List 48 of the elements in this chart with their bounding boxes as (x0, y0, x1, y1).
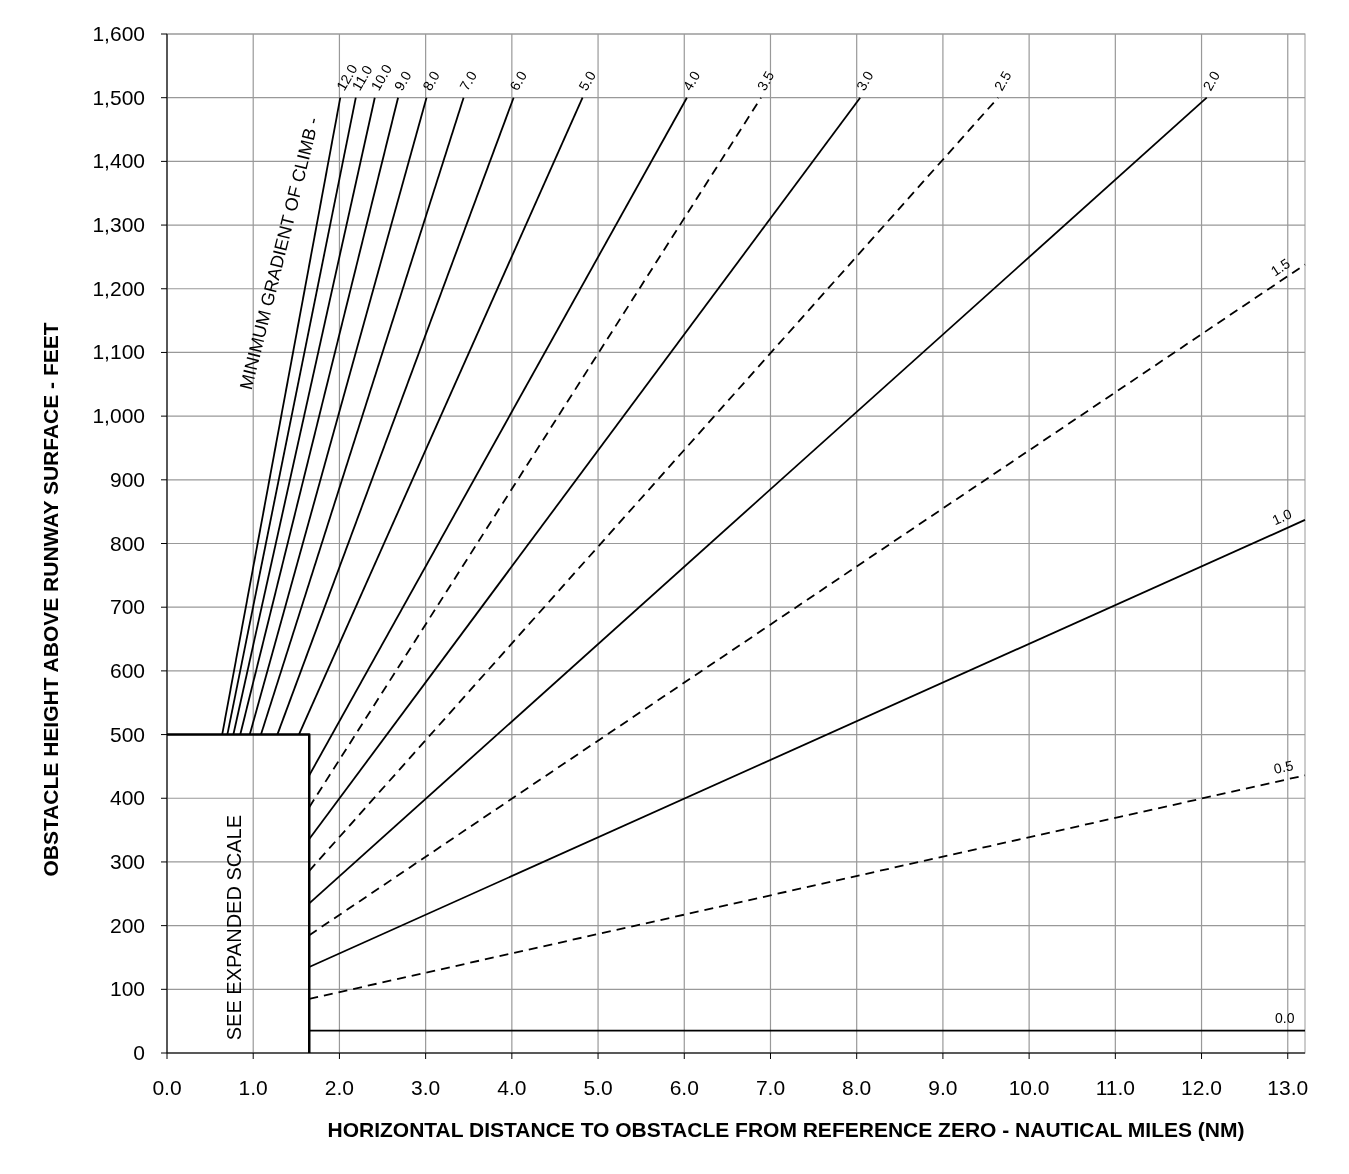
annotation: SEE EXPANDED SCALE (223, 815, 246, 1041)
x-tick-label: 7.0 (755, 1076, 786, 1099)
x-tick-label: 1.0 (238, 1076, 268, 1099)
x-tick-label: 10.0 (1008, 1076, 1050, 1099)
text: 0.5 (1272, 757, 1295, 777)
x-tick-label: 11.0 (1095, 1076, 1135, 1099)
series-label: 0.0 (1275, 1009, 1295, 1026)
text: 9.0 (390, 68, 415, 94)
text: 2.0 (1199, 68, 1224, 94)
y-tick-label: 1,100 (92, 340, 145, 364)
x-tick-label: 3.0 (411, 1076, 441, 1099)
text: 5.0 (575, 68, 599, 94)
y-tick-label: 1,500 (92, 85, 145, 109)
text: 7.0 (456, 68, 481, 94)
y-tick-label: 1,200 (92, 276, 145, 300)
x-tick-label: 13.0 (1267, 1076, 1309, 1099)
y-axis-title: OBSTACLE HEIGHT ABOVE RUNWAY SURFACE - FEET (39, 322, 62, 877)
x-tick-label: 2.0 (324, 1076, 355, 1099)
y-tick-label: 600 (109, 658, 145, 682)
text: 1.0 (1269, 505, 1295, 529)
y-tick-label: 500 (109, 722, 145, 746)
x-tick-label: 9.0 (928, 1076, 958, 1099)
y-tick-label: 1,000 (92, 404, 145, 428)
y-tick-label: 1,600 (92, 22, 145, 45)
text: 6.0 (506, 68, 531, 94)
y-tick-label: 0 (133, 1041, 145, 1064)
x-tick-label: 12.0 (1181, 1076, 1222, 1099)
y-tick-label: 900 (109, 467, 145, 491)
text: 1.5 (1267, 254, 1293, 280)
text: 4.0 (679, 68, 704, 94)
x-tick-label: 0.0 (152, 1076, 182, 1099)
text: 3.0 (852, 68, 877, 94)
y-tick-label: 700 (109, 595, 145, 619)
y-tick-label: 100 (109, 977, 145, 1001)
y-tick-label: 1,300 (92, 213, 145, 237)
y-tick-label: 800 (109, 531, 145, 555)
y-tick-label: 1,400 (92, 149, 145, 173)
y-tick-label: 400 (109, 786, 145, 810)
text: 8.0 (419, 68, 443, 94)
y-tick-label: 200 (109, 913, 145, 937)
x-tick-label: 4.0 (497, 1076, 527, 1099)
text: 2.5 (990, 68, 1015, 94)
text: 3.5 (753, 68, 778, 94)
x-tick-label: 8.0 (842, 1076, 872, 1099)
x-axis-title: HORIZONTAL DISTANCE TO OBSTACLE FROM REFERENCE ZERO - NAUTICAL MILES (NM) (327, 1118, 1245, 1141)
x-tick-label: 6.0 (669, 1076, 699, 1099)
y-tick-label: 300 (109, 849, 145, 873)
x-tick-label: 5.0 (583, 1076, 613, 1099)
